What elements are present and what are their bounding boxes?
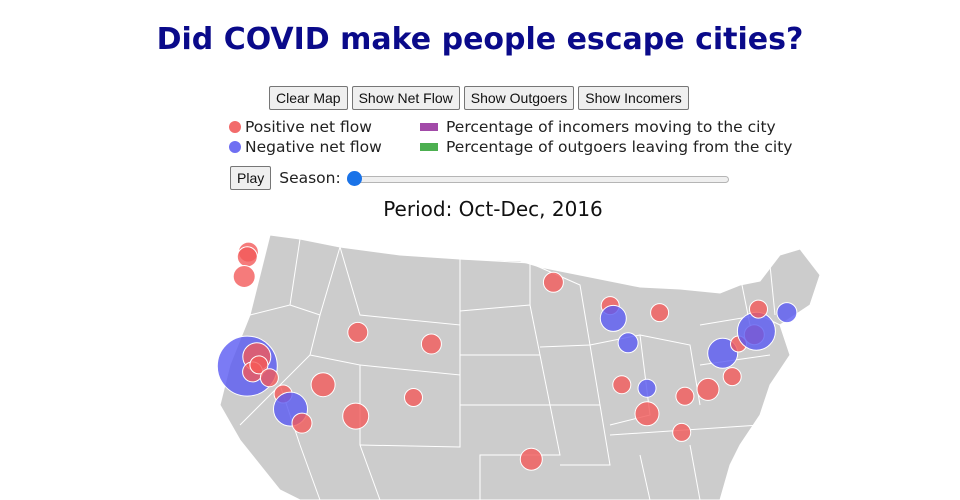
state-border bbox=[689, 444, 701, 500]
legend-bars: Percentage of incomers moving to the cit… bbox=[420, 117, 792, 157]
show-incomers-button[interactable]: Show Incomers bbox=[578, 86, 689, 110]
state-border bbox=[239, 314, 321, 426]
city-point[interactable] bbox=[542, 271, 564, 293]
city-point[interactable] bbox=[236, 246, 258, 268]
legend-item-incomers: Percentage of incomers moving to the cit… bbox=[420, 117, 792, 137]
city-point[interactable] bbox=[672, 422, 692, 442]
incomers-swatch-icon bbox=[420, 123, 438, 131]
city-point[interactable] bbox=[310, 372, 336, 398]
legend-item-negative: Negative net flow bbox=[229, 137, 382, 157]
season-label: Season: bbox=[279, 169, 341, 187]
city-point[interactable] bbox=[291, 412, 313, 434]
state-border bbox=[769, 264, 776, 316]
city-point[interactable] bbox=[420, 333, 442, 355]
city-point[interactable] bbox=[259, 368, 279, 388]
city-point[interactable] bbox=[617, 332, 639, 354]
state-border bbox=[589, 334, 651, 426]
city-point[interactable] bbox=[232, 265, 256, 288]
city-point[interactable] bbox=[249, 355, 269, 375]
city-point[interactable] bbox=[347, 321, 369, 343]
season-slider[interactable] bbox=[346, 168, 729, 188]
show-net-flow-button[interactable]: Show Net Flow bbox=[351, 86, 460, 110]
state-border bbox=[639, 334, 701, 406]
clear-map-button[interactable]: Clear Map bbox=[269, 86, 348, 110]
legend-label: Negative net flow bbox=[245, 138, 382, 156]
state-border bbox=[359, 375, 461, 448]
city-point[interactable] bbox=[519, 447, 543, 471]
city-point[interactable] bbox=[675, 386, 695, 406]
city-point[interactable] bbox=[722, 367, 742, 387]
play-button[interactable]: Play bbox=[230, 166, 272, 190]
slider-thumb[interactable] bbox=[346, 171, 362, 186]
state-border bbox=[479, 404, 561, 500]
city-point[interactable] bbox=[650, 303, 670, 323]
legend-item-outgoers: Percentage of outgoers leaving from the … bbox=[420, 137, 792, 157]
negative-dot-icon bbox=[229, 141, 241, 153]
city-points bbox=[216, 241, 798, 471]
legend-label: Positive net flow bbox=[245, 118, 372, 136]
slider-track bbox=[346, 176, 729, 183]
positive-dot-icon bbox=[229, 121, 241, 133]
city-point[interactable] bbox=[637, 378, 657, 398]
state-border bbox=[459, 258, 531, 312]
city-point[interactable] bbox=[634, 401, 660, 427]
state-border bbox=[560, 404, 611, 466]
state-border bbox=[639, 454, 651, 500]
city-point[interactable] bbox=[342, 402, 370, 430]
playback-controls: Play Season: bbox=[230, 166, 729, 190]
show-outgoers-button[interactable]: Show Outgoers bbox=[463, 86, 575, 110]
legend-label: Percentage of incomers moving to the cit… bbox=[446, 118, 776, 136]
city-point[interactable] bbox=[599, 304, 627, 332]
city-point[interactable] bbox=[749, 299, 768, 319]
outgoers-swatch-icon bbox=[420, 143, 438, 151]
page-title: Did COVID make people escape cities? bbox=[156, 22, 804, 57]
period-label: Period: Oct-Dec, 2016 bbox=[383, 197, 603, 221]
us-map bbox=[216, 234, 821, 500]
toolbar: Clear Map Show Net Flow Show Outgoers Sh… bbox=[269, 86, 689, 110]
legend-label: Percentage of outgoers leaving from the … bbox=[446, 138, 793, 156]
city-point[interactable] bbox=[696, 377, 720, 401]
city-point[interactable] bbox=[776, 302, 798, 324]
legend-circles: Positive net flow Negative net flow bbox=[229, 117, 382, 157]
legend-item-positive: Positive net flow bbox=[229, 117, 382, 137]
city-point[interactable] bbox=[612, 375, 632, 395]
state-border bbox=[339, 246, 461, 326]
city-point[interactable] bbox=[404, 388, 423, 407]
